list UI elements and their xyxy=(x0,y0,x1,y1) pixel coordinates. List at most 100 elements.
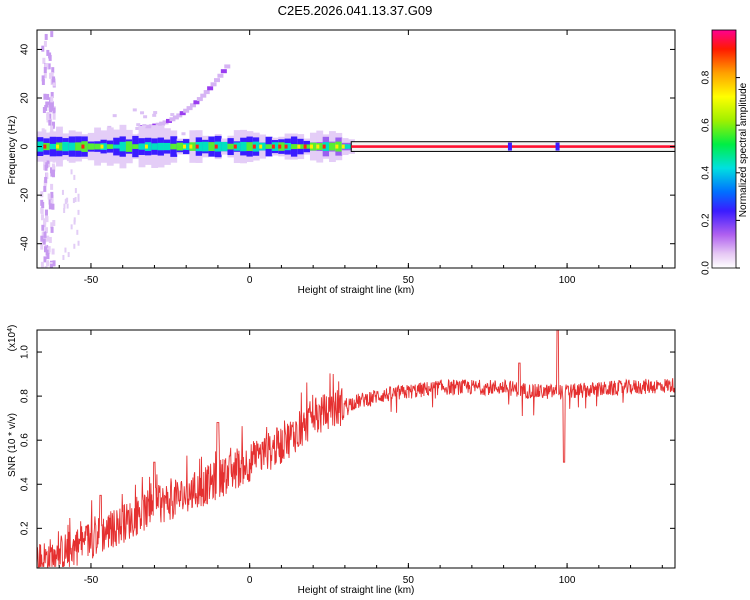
scatter-cell xyxy=(46,235,50,242)
carrier-spur xyxy=(555,142,560,151)
colorbar-tick-label: 0.0 xyxy=(701,261,712,275)
scatter-cell xyxy=(44,104,48,111)
y-tick-label: 20 xyxy=(20,92,31,104)
band-core xyxy=(113,144,121,149)
scatter-cell xyxy=(48,113,52,120)
scatter-cell xyxy=(77,240,80,246)
band-core xyxy=(303,144,311,149)
scatter-cell xyxy=(46,260,50,267)
band-core xyxy=(252,141,260,152)
scatter-cell xyxy=(43,256,47,263)
band-core xyxy=(75,142,82,151)
scatter-cell xyxy=(50,199,54,206)
band-core xyxy=(176,142,184,151)
scatter-cell xyxy=(51,171,55,178)
x-tick-label: 0 xyxy=(247,275,253,286)
streak-cell xyxy=(162,120,169,125)
scatter-cell xyxy=(74,188,77,194)
scatter-cell xyxy=(45,162,49,169)
scatter-cell xyxy=(45,101,49,108)
scatter-cell xyxy=(66,203,69,209)
scatter-cell xyxy=(136,123,141,127)
scatter-cell xyxy=(50,167,54,174)
band-peak xyxy=(56,144,60,149)
band-core xyxy=(214,141,222,152)
y-tick-label: -40 xyxy=(20,236,31,251)
x-tick-label: 100 xyxy=(559,575,576,586)
scatter-cell xyxy=(62,254,65,260)
scatter-cell xyxy=(76,229,79,235)
y-tick-label: 1.0 xyxy=(20,345,31,359)
scatter-cell xyxy=(43,246,47,253)
colorbar-tick-label: 0.2 xyxy=(701,213,712,227)
scatter-cell xyxy=(44,227,48,234)
scatter-cell xyxy=(52,220,56,227)
band-peak xyxy=(233,144,237,149)
scatter-cell xyxy=(143,115,148,119)
band-core xyxy=(221,141,228,152)
carrier-spur xyxy=(507,142,512,151)
band-core xyxy=(284,142,292,151)
spectrogram-panel: -50 0 50 100 -40 -20 0 20 40 Height of straight … xyxy=(7,29,676,296)
streak-cell xyxy=(189,103,196,108)
scatter-cell xyxy=(41,202,45,209)
scatter-cell xyxy=(40,243,44,250)
scatter-cell xyxy=(46,49,50,56)
scatter-cell xyxy=(40,214,44,221)
scatter-cell xyxy=(40,261,44,268)
y-tick-label: 0.2 xyxy=(20,521,31,535)
carrier-line xyxy=(351,145,675,148)
band-core xyxy=(81,141,89,152)
scatter-cell xyxy=(49,100,53,107)
scatter-cell xyxy=(51,203,55,210)
snr-y-label: SNR (10 * v/v) xyxy=(7,413,18,477)
streak-cell xyxy=(193,100,200,105)
scatter-cell xyxy=(63,203,66,209)
x-tick-label: 50 xyxy=(403,575,415,586)
spectrogram-ticks: -50 0 50 100 -40 -20 0 20 40 xyxy=(20,30,675,286)
scatter-cell xyxy=(47,161,51,168)
streak-cell xyxy=(172,115,179,120)
scatter-cell xyxy=(50,264,54,268)
scatter-cell xyxy=(45,173,49,180)
scatter-cell xyxy=(50,72,54,79)
band-peak xyxy=(43,144,47,149)
figure-title: C2E5.2026.041.13.37.G09 xyxy=(278,3,433,18)
streak-cell xyxy=(165,118,172,123)
band-core xyxy=(132,144,140,149)
band-core xyxy=(183,143,190,151)
band-core xyxy=(322,142,330,151)
band-core xyxy=(341,144,349,149)
band-core xyxy=(329,142,336,151)
band-core xyxy=(119,141,127,152)
scatter-cell xyxy=(46,253,50,260)
streak-cell xyxy=(217,73,224,78)
y-tick-label: 0.8 xyxy=(20,389,31,403)
band-core xyxy=(106,144,114,149)
streak-cell xyxy=(186,106,193,111)
y-tick-label: -20 xyxy=(20,187,31,202)
scatter-cell xyxy=(44,33,48,40)
scatter-cell xyxy=(50,31,54,38)
scatter-cell xyxy=(77,209,80,215)
scatter-cell xyxy=(46,114,50,121)
scatter-cell xyxy=(44,215,48,222)
scatter-cell xyxy=(43,164,47,171)
y-tick-label: 0.4 xyxy=(20,477,31,491)
x-tick-label: 100 xyxy=(559,275,576,286)
band-core xyxy=(297,144,305,149)
scatter-cell xyxy=(40,235,44,242)
snr-frame xyxy=(36,329,676,569)
band-core xyxy=(43,142,51,151)
scatter-cell xyxy=(50,183,54,190)
scatter-cell xyxy=(43,160,47,167)
scatter-cell xyxy=(41,224,45,231)
band-peak xyxy=(81,144,85,149)
scatter-cell xyxy=(73,217,76,223)
scatter-cell xyxy=(41,75,45,82)
scatter-cell xyxy=(47,63,51,70)
streak-cell xyxy=(183,108,190,113)
colorbar-tick-label: 0.4 xyxy=(701,165,712,179)
snr-y-scale-base: (x10 xyxy=(7,331,18,351)
band-core xyxy=(157,142,165,151)
